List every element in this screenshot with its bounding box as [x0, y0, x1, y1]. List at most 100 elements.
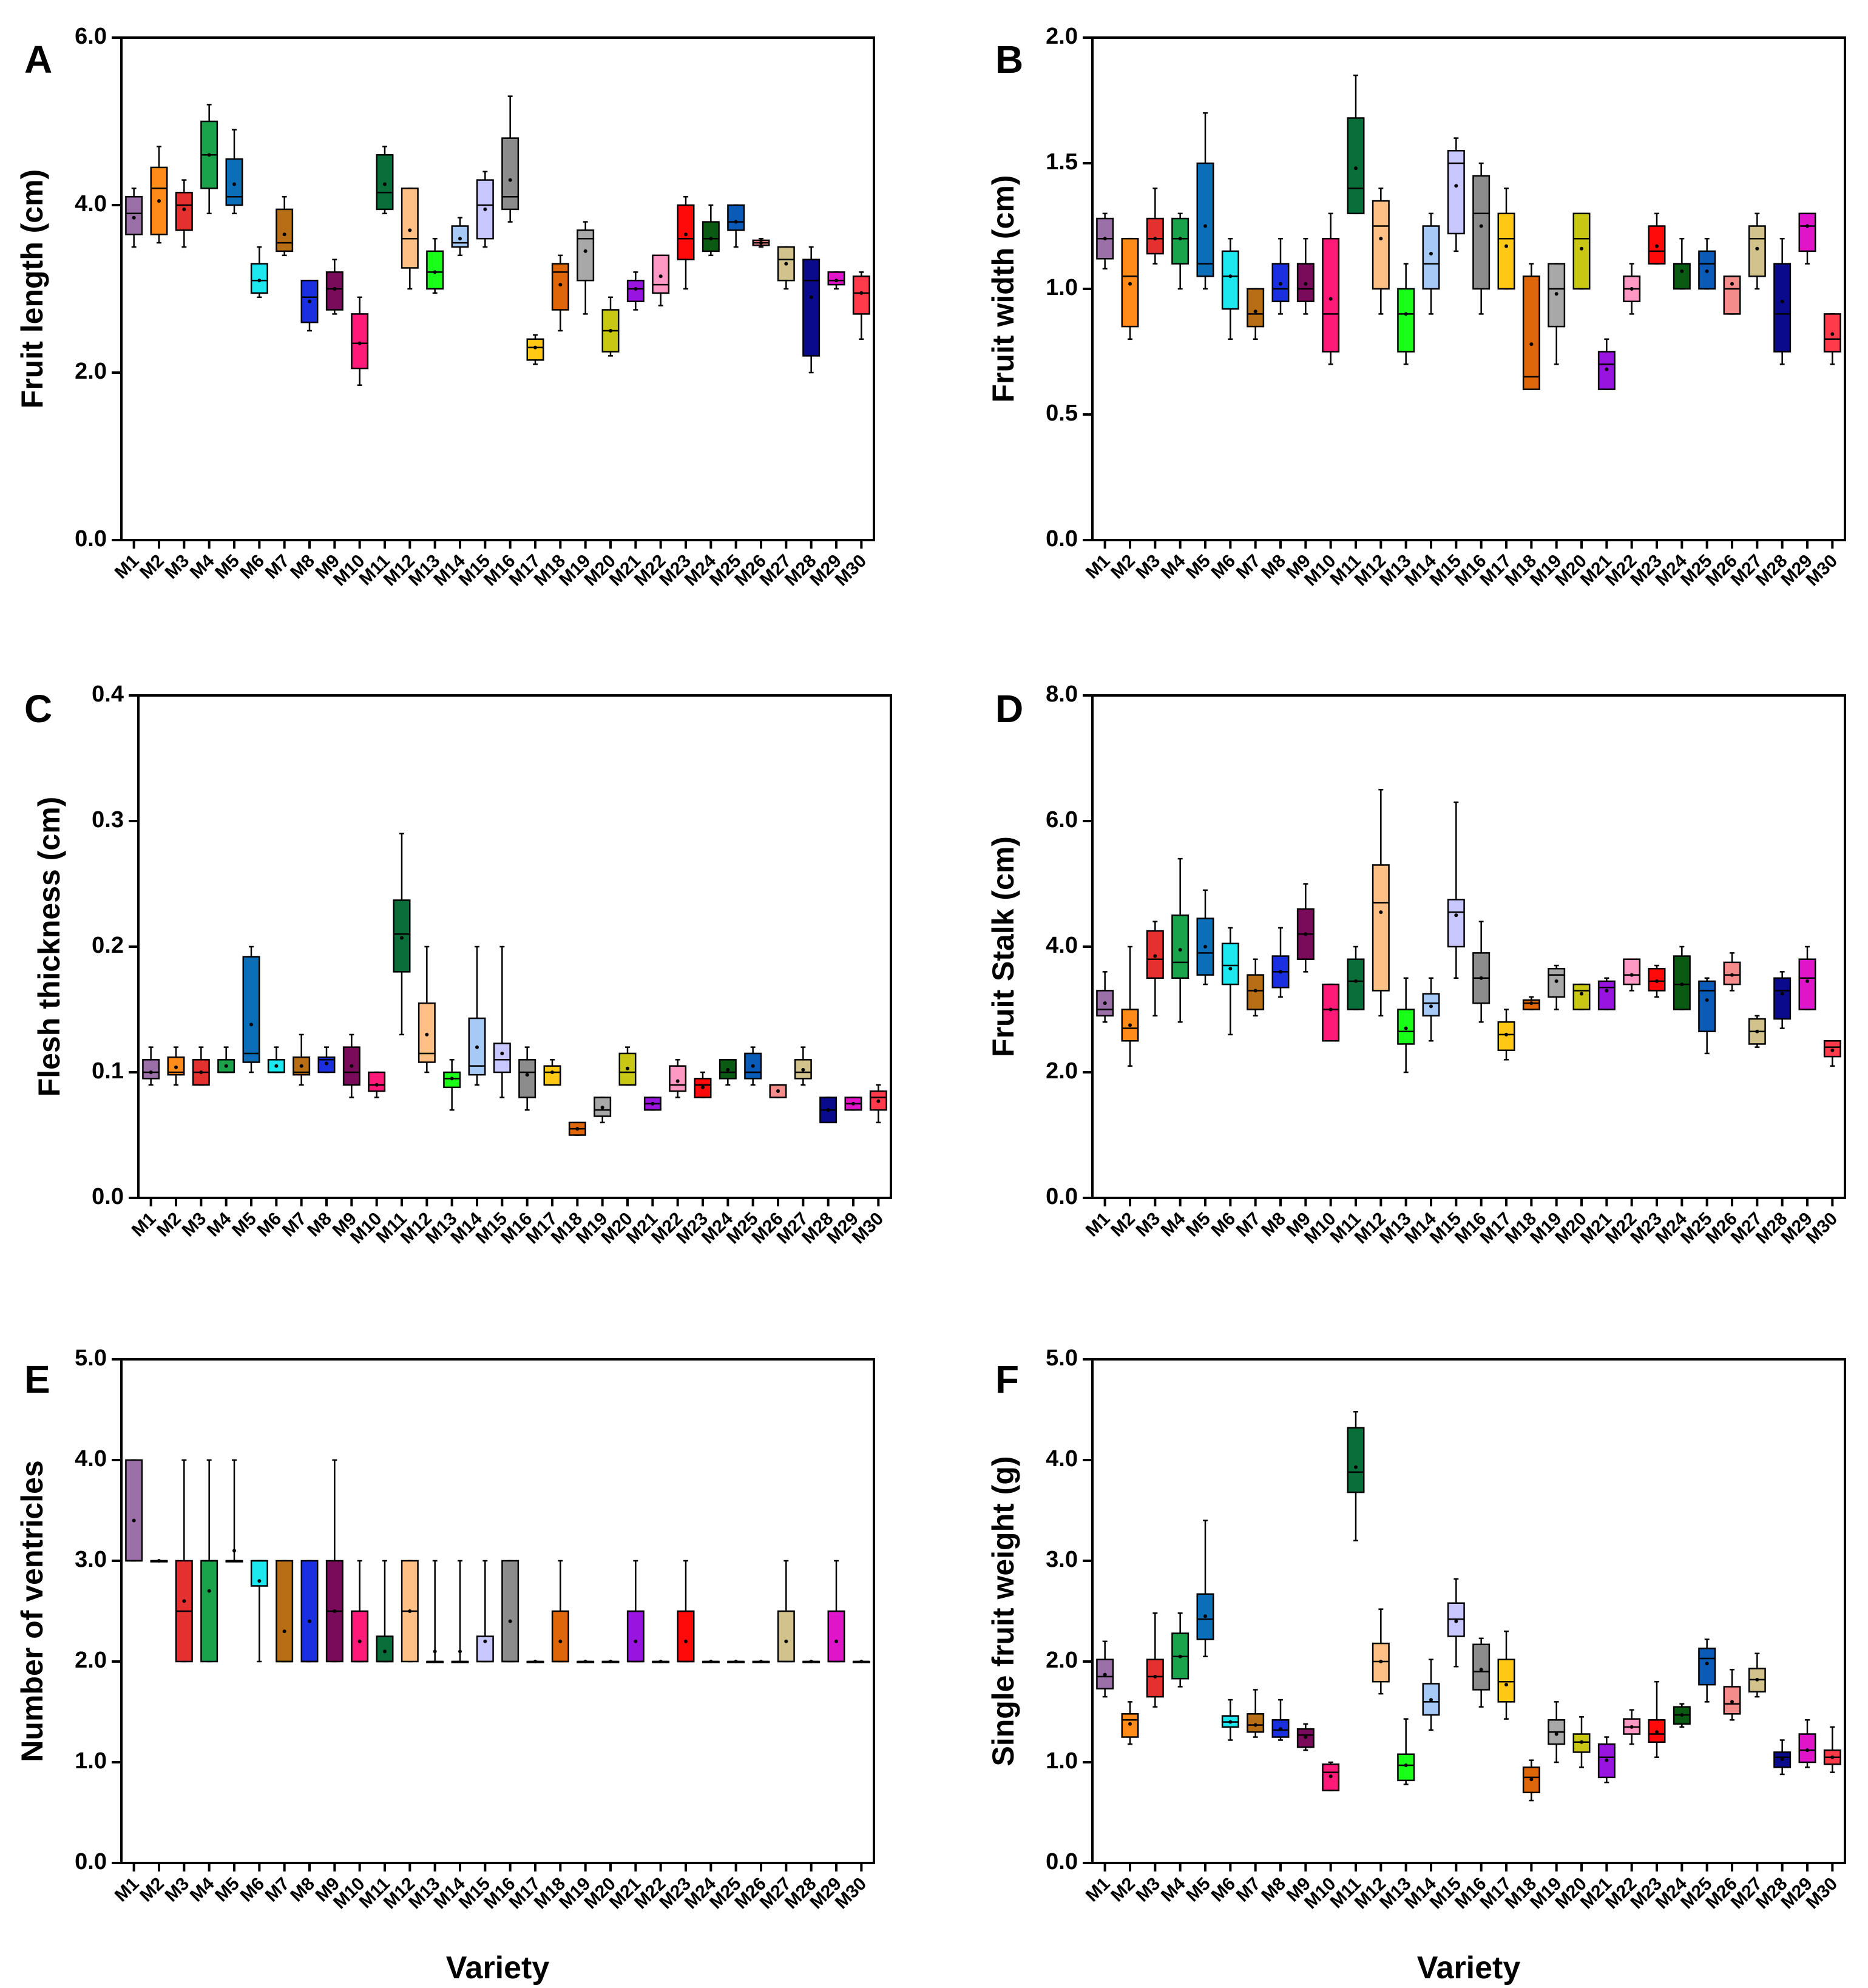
box-body	[827, 1610, 845, 1663]
panel-label-E: E	[24, 1357, 50, 1401]
mean-point	[1203, 945, 1207, 948]
box-M19	[1548, 964, 1566, 1010]
mean-point	[1454, 1619, 1458, 1623]
mean-point	[1805, 979, 1809, 983]
y-tick-label: 0.0	[75, 526, 107, 552]
mean-point	[1705, 1662, 1709, 1666]
mean-point	[1755, 1677, 1759, 1682]
box-M20	[1572, 983, 1591, 1010]
box-M30	[869, 1084, 887, 1124]
mean-point	[609, 329, 612, 333]
box-M13	[426, 1560, 444, 1663]
box-M8	[1271, 927, 1290, 998]
box-M13	[426, 237, 444, 294]
box-M21	[626, 1560, 645, 1663]
mean-point	[1605, 1758, 1609, 1762]
mean-point	[207, 1589, 211, 1593]
mean-point	[709, 237, 713, 241]
mean-point	[1780, 299, 1784, 303]
box-M18	[1522, 263, 1540, 390]
x-axis-label: Variety	[1417, 1950, 1521, 1986]
panel-A: A0.02.04.06.0M1M2M3M4M5M6M7M8M9M10M11M12…	[15, 24, 875, 590]
box-M10	[1322, 1761, 1340, 1791]
box-M8	[1271, 237, 1290, 315]
box-M19	[1548, 1701, 1566, 1763]
y-tick-label: 4.0	[75, 1446, 107, 1472]
mean-point	[1504, 244, 1508, 248]
box-M15	[476, 171, 494, 248]
box-M14	[1422, 977, 1440, 1042]
box-body	[1447, 899, 1465, 948]
box-body	[1472, 175, 1491, 290]
box-M15	[493, 945, 511, 1098]
box-M10	[1322, 983, 1340, 1042]
mean-point	[1805, 1748, 1809, 1753]
mean-point	[500, 1051, 504, 1055]
mean-point	[859, 1660, 864, 1663]
box-body	[1247, 288, 1265, 328]
box-M6	[267, 1046, 285, 1073]
y-tick-label: 3.0	[75, 1547, 107, 1572]
mean-point	[400, 936, 404, 940]
mean-point	[734, 1660, 738, 1663]
box-M5	[242, 945, 260, 1073]
mean-point	[826, 1108, 830, 1112]
mean-point	[1454, 184, 1458, 188]
box-M9	[1296, 237, 1315, 315]
mean-point	[1128, 1023, 1132, 1027]
mean-point	[257, 1579, 262, 1583]
box-M9	[325, 259, 343, 315]
mean-point	[1404, 1763, 1408, 1767]
box-body	[1322, 237, 1340, 353]
box-M28	[802, 246, 821, 374]
panel-label-B: B	[995, 38, 1023, 81]
mean-point	[1605, 989, 1609, 993]
box-M2	[150, 1559, 168, 1563]
box-M4	[200, 1459, 218, 1663]
box-body	[1447, 150, 1465, 235]
box-M17	[526, 1660, 544, 1663]
mean-point	[1730, 282, 1734, 286]
mean-point	[1304, 932, 1308, 936]
y-tick-label: 3.0	[1046, 1547, 1078, 1572]
box-body	[1773, 977, 1792, 1020]
mean-point	[1354, 979, 1358, 983]
box-M26	[1723, 952, 1741, 992]
box-body	[1623, 958, 1641, 986]
box-M8	[300, 1560, 319, 1663]
mean-point	[1680, 269, 1684, 274]
box-body	[1572, 212, 1591, 290]
box-M25	[1698, 237, 1716, 290]
mean-point	[658, 1660, 663, 1663]
mean-point	[533, 1660, 537, 1663]
box-M2	[1121, 237, 1139, 340]
box-body	[1221, 942, 1239, 986]
box-body	[242, 956, 260, 1063]
box-body	[368, 1071, 386, 1092]
mean-point	[1304, 1735, 1308, 1739]
box-body	[1372, 864, 1390, 992]
mean-point	[684, 1639, 688, 1643]
mean-point	[809, 295, 813, 299]
box-M1	[1096, 971, 1114, 1023]
mean-point	[1830, 332, 1835, 336]
mean-point	[776, 1089, 780, 1094]
box-M28	[1773, 971, 1792, 1029]
mean-point	[1328, 1774, 1333, 1779]
box-M22	[652, 254, 670, 306]
mean-point	[1629, 973, 1634, 977]
mean-point	[357, 1639, 362, 1643]
box-M3	[175, 179, 193, 248]
mean-point	[1153, 237, 1157, 241]
box-body	[526, 338, 544, 361]
mean-point	[1128, 1722, 1132, 1726]
y-tick-label: 4.0	[1046, 933, 1078, 958]
box-body	[150, 166, 168, 235]
box-M6	[1221, 237, 1239, 340]
box-M6	[250, 1560, 268, 1663]
box-M9	[325, 1459, 343, 1663]
box-M28	[1773, 1739, 1792, 1776]
mean-point	[1755, 1029, 1759, 1033]
mean-point	[132, 1518, 136, 1523]
